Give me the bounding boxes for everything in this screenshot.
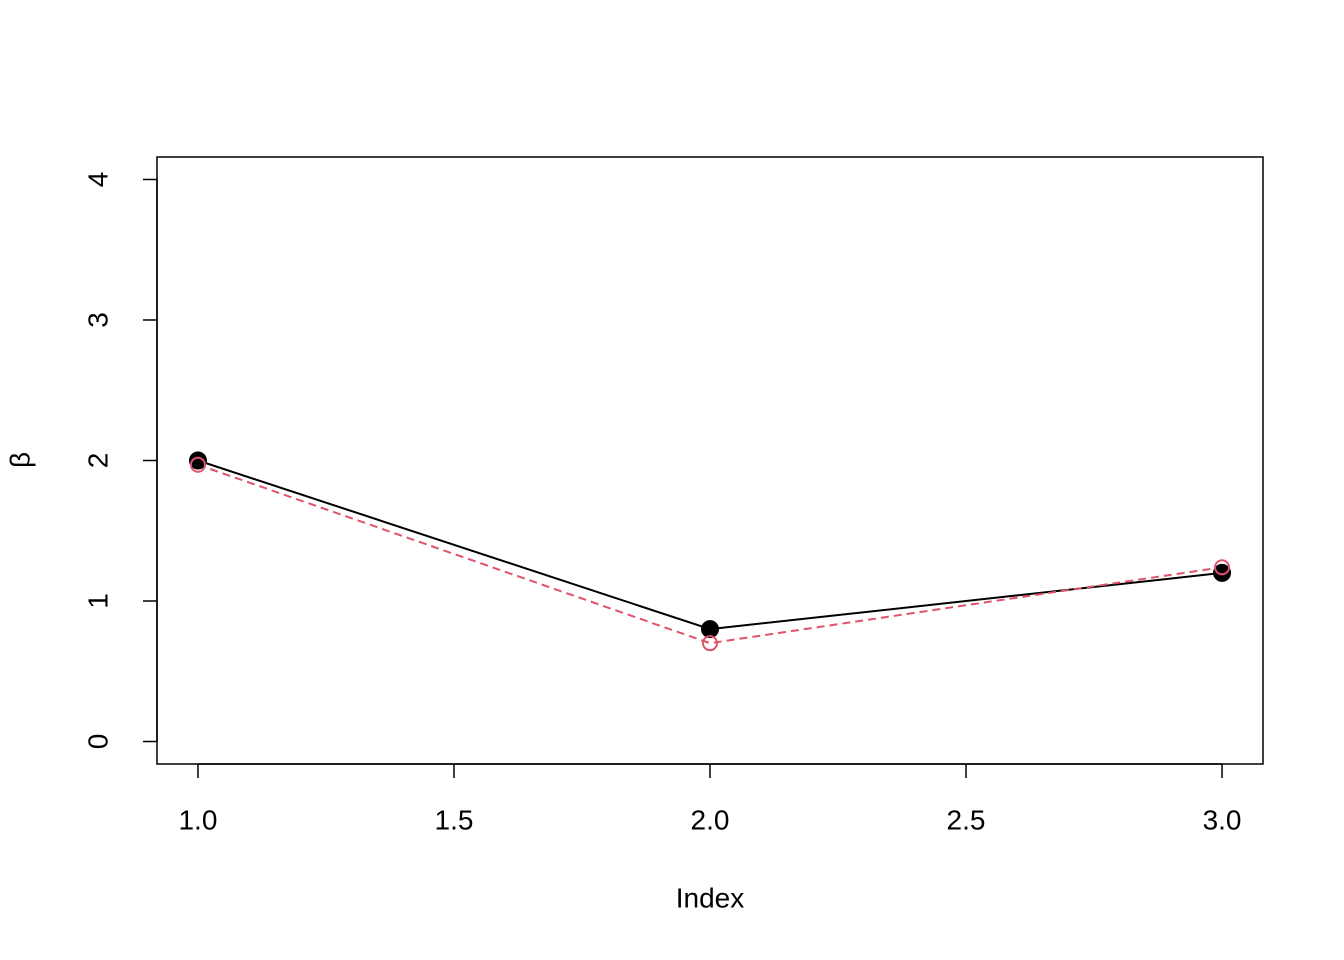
y-tick-label: 2 <box>82 453 113 469</box>
y-axis-label: β <box>4 452 35 468</box>
x-tick-label: 2.5 <box>947 804 986 835</box>
x-axis-label: Index <box>676 882 745 913</box>
plot-box <box>156 156 1264 765</box>
point <box>702 635 718 652</box>
point <box>1213 563 1232 582</box>
point <box>1214 559 1231 576</box>
x-tick-label: 1.5 <box>435 804 474 835</box>
series-line <box>197 459 1223 631</box>
y-tick-label: 3 <box>82 312 113 328</box>
x-tick-label: 1.0 <box>178 804 217 835</box>
y-tick-label: 0 <box>82 734 113 750</box>
point <box>701 620 719 639</box>
point <box>189 456 206 473</box>
y-tick-label: 1 <box>82 593 113 609</box>
point <box>188 451 207 470</box>
x-tick-label: 2.0 <box>691 804 730 835</box>
series-line <box>197 463 1223 645</box>
y-tick-label: 4 <box>82 172 113 188</box>
x-tick-label: 3.0 <box>1203 804 1242 835</box>
